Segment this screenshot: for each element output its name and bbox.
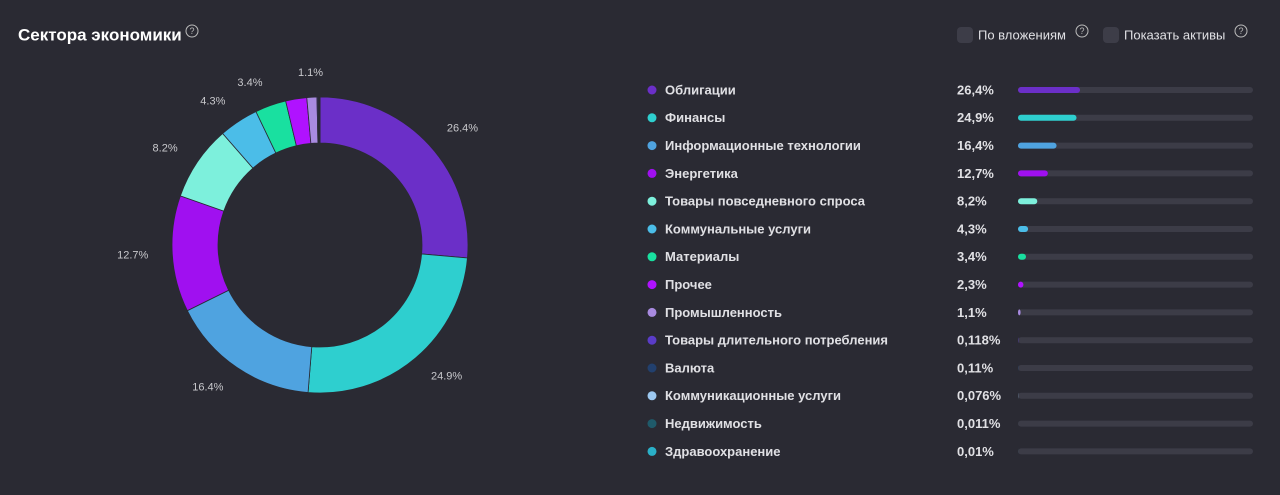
legend-label: Коммуникационные услуги bbox=[665, 388, 841, 403]
value-label: 4,3% bbox=[957, 221, 987, 236]
legend-dot bbox=[647, 391, 657, 401]
legend-label: Энергетика bbox=[665, 166, 739, 181]
legend-label: Коммунальные услуги bbox=[665, 221, 811, 236]
legend-label: Валюта bbox=[665, 360, 715, 375]
value-label: 0,076% bbox=[957, 388, 1002, 403]
bar-track bbox=[1018, 226, 1253, 232]
bar-track bbox=[1018, 142, 1253, 149]
bar bbox=[1018, 114, 1077, 121]
bar bbox=[1018, 309, 1021, 316]
legend-dot bbox=[647, 419, 657, 429]
bar bbox=[1018, 198, 1038, 205]
bar bbox=[1018, 142, 1057, 149]
help-icon-glyph: ? bbox=[1079, 26, 1084, 36]
help-icon[interactable] bbox=[185, 24, 199, 38]
value-label: 2,3% bbox=[957, 277, 987, 292]
help-icon[interactable] bbox=[1075, 24, 1089, 38]
help-icon-glyph: ? bbox=[189, 26, 194, 36]
legend-label: Товары повседневного спроса bbox=[665, 194, 866, 209]
value-label: 12,7% bbox=[957, 166, 994, 181]
value-label: 0,118% bbox=[957, 333, 1001, 348]
donut-label: 1.1% bbox=[298, 67, 323, 79]
legend-label: Товары длительного потребления bbox=[665, 333, 888, 348]
donut-label: 8.2% bbox=[153, 142, 178, 154]
bar-track bbox=[1018, 337, 1253, 344]
bar-track bbox=[1018, 170, 1253, 177]
toggle-label: Показать активы bbox=[1124, 27, 1225, 42]
legend-label: Промышленность bbox=[665, 305, 782, 320]
bar bbox=[1018, 281, 1024, 288]
legend-dot bbox=[647, 335, 657, 345]
legend-dot bbox=[647, 85, 657, 95]
bar-track bbox=[1018, 281, 1253, 288]
legend-label: Материалы bbox=[665, 249, 739, 264]
value-label: 26,4% bbox=[957, 82, 994, 97]
legend-dot bbox=[647, 252, 657, 262]
bar-track bbox=[1018, 365, 1253, 371]
bar bbox=[1018, 87, 1081, 93]
help-icon[interactable] bbox=[1234, 24, 1248, 38]
toggle-label: По вложениям bbox=[978, 27, 1066, 42]
legend-label: Недвижимость bbox=[665, 416, 762, 431]
legend-label: Облигации bbox=[665, 82, 736, 97]
legend-label: Информационные технологии bbox=[665, 138, 861, 153]
donut-label: 16.4% bbox=[192, 381, 223, 393]
value-label: 1,1% bbox=[957, 305, 987, 320]
legend-label: Финансы bbox=[665, 110, 725, 125]
donut-slice bbox=[186, 289, 313, 393]
value-label: 16,4% bbox=[957, 138, 994, 153]
value-label: 0,011% bbox=[957, 416, 1001, 431]
bar-track bbox=[1018, 309, 1253, 316]
value-label: 8,2% bbox=[957, 194, 987, 209]
legend-dot bbox=[647, 113, 657, 123]
value-label: 3,4% bbox=[957, 249, 987, 264]
donut-label: 12.7% bbox=[117, 249, 148, 261]
legend-dot bbox=[647, 224, 657, 234]
donut-label: 26.4% bbox=[447, 123, 478, 135]
legend-dot bbox=[647, 141, 657, 151]
value-label: 0,01% bbox=[957, 444, 994, 459]
legend-label: Прочее bbox=[665, 277, 712, 292]
legend-dot bbox=[647, 196, 657, 206]
value-label: 0,11% bbox=[957, 360, 994, 375]
legend-dot bbox=[647, 307, 657, 317]
bar-track bbox=[1018, 114, 1253, 121]
widget-title: Сектора экономики bbox=[18, 25, 182, 44]
legend-dot bbox=[647, 446, 657, 456]
donut-slice bbox=[171, 195, 230, 312]
bar bbox=[1018, 226, 1029, 232]
bar bbox=[1018, 170, 1048, 177]
checkbox[interactable] bbox=[1103, 27, 1119, 43]
legend-dot bbox=[647, 168, 657, 178]
help-icon-glyph: ? bbox=[1238, 26, 1243, 36]
value-label: 24,9% bbox=[957, 110, 994, 125]
donut-label: 3.4% bbox=[237, 77, 262, 89]
donut-label: 4.3% bbox=[200, 95, 225, 107]
checkbox[interactable] bbox=[957, 27, 973, 43]
legend-dot bbox=[647, 363, 657, 373]
bar-track bbox=[1018, 392, 1253, 399]
bar-track bbox=[1018, 420, 1253, 427]
bar bbox=[1018, 253, 1026, 260]
legend-label: Здравоохранение bbox=[665, 444, 781, 459]
bar-track bbox=[1018, 198, 1253, 205]
bar-track bbox=[1018, 448, 1253, 455]
legend-dot bbox=[647, 280, 657, 290]
bar-track bbox=[1018, 253, 1253, 260]
donut-slice bbox=[319, 96, 469, 259]
donut-label: 24.9% bbox=[431, 370, 462, 382]
